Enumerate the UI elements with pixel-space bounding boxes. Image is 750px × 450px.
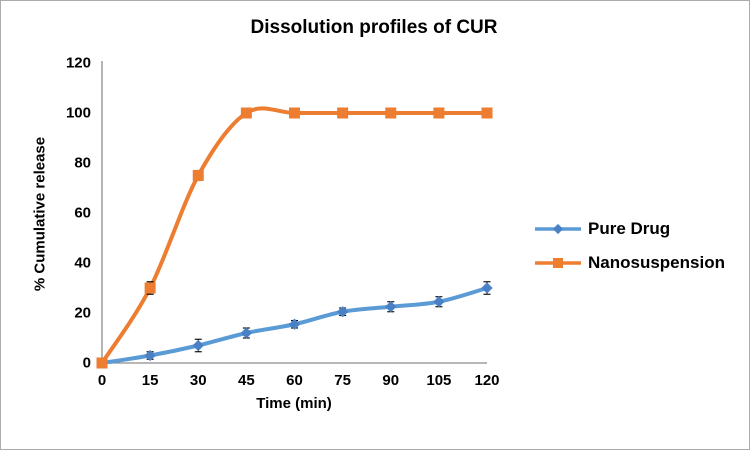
legend-label-pure-drug: Pure Drug (588, 218, 671, 238)
marker-nanosuspension (192, 170, 204, 181)
x-tick-label: 0 (97, 372, 107, 389)
marker-pure-drug (192, 339, 204, 352)
y-tick-label: 20 (74, 304, 91, 322)
marker-nanosuspension (240, 107, 252, 119)
marker-nanosuspension (96, 357, 108, 369)
x-tick-label: 75 (334, 372, 351, 389)
marker-nanosuspension (337, 107, 349, 119)
y-tick-label: 60 (74, 204, 91, 222)
marker-pure-drug (433, 296, 445, 308)
pure-drug-line-diamond-icon (535, 223, 581, 234)
marker-pure-drug (481, 282, 493, 294)
x-tick-label: 30 (189, 372, 207, 389)
marker-pure-drug (144, 349, 156, 362)
y-tick-label: 0 (82, 354, 91, 372)
x-tick-label: 15 (141, 372, 159, 389)
x-tick-label: 120 (474, 372, 500, 389)
legend-marker-square (553, 257, 563, 268)
marker-nanosuspension (433, 107, 445, 119)
marker-nanosuspension (481, 107, 493, 119)
x-tick-label: 90 (382, 372, 400, 389)
legend-item-nanosuspension: Nanosuspension (534, 250, 725, 275)
legend: Pure Drug Nanosuspension (534, 216, 725, 275)
marker-pure-drug (240, 327, 252, 339)
y-tick-label: 80 (74, 154, 91, 172)
legend-label-nanosuspension: Nanosuspension (588, 252, 725, 272)
marker-pure-drug (385, 301, 397, 313)
y-tick-label: 40 (74, 254, 91, 272)
x-axis-title: Time (min) (256, 395, 332, 412)
chart-title: Dissolution profiles of CUR (250, 17, 498, 38)
x-tick-label: 60 (286, 372, 303, 389)
legend-item-pure-drug: Pure Drug (534, 216, 725, 241)
marker-pure-drug (337, 306, 349, 318)
y-tick-label: 100 (65, 104, 91, 122)
legend-marker-diamond (552, 223, 564, 234)
x-tick-label: 45 (238, 372, 255, 389)
x-tick-label: 105 (426, 372, 452, 389)
y-tick-label: 120 (65, 54, 91, 72)
nanosuspension-line-square-icon (535, 257, 581, 268)
marker-pure-drug (288, 318, 301, 330)
marker-nanosuspension (289, 107, 300, 119)
marker-nanosuspension (144, 282, 156, 294)
series-line-nanosuspension (100, 106, 489, 365)
marker-nanosuspension (385, 107, 397, 119)
